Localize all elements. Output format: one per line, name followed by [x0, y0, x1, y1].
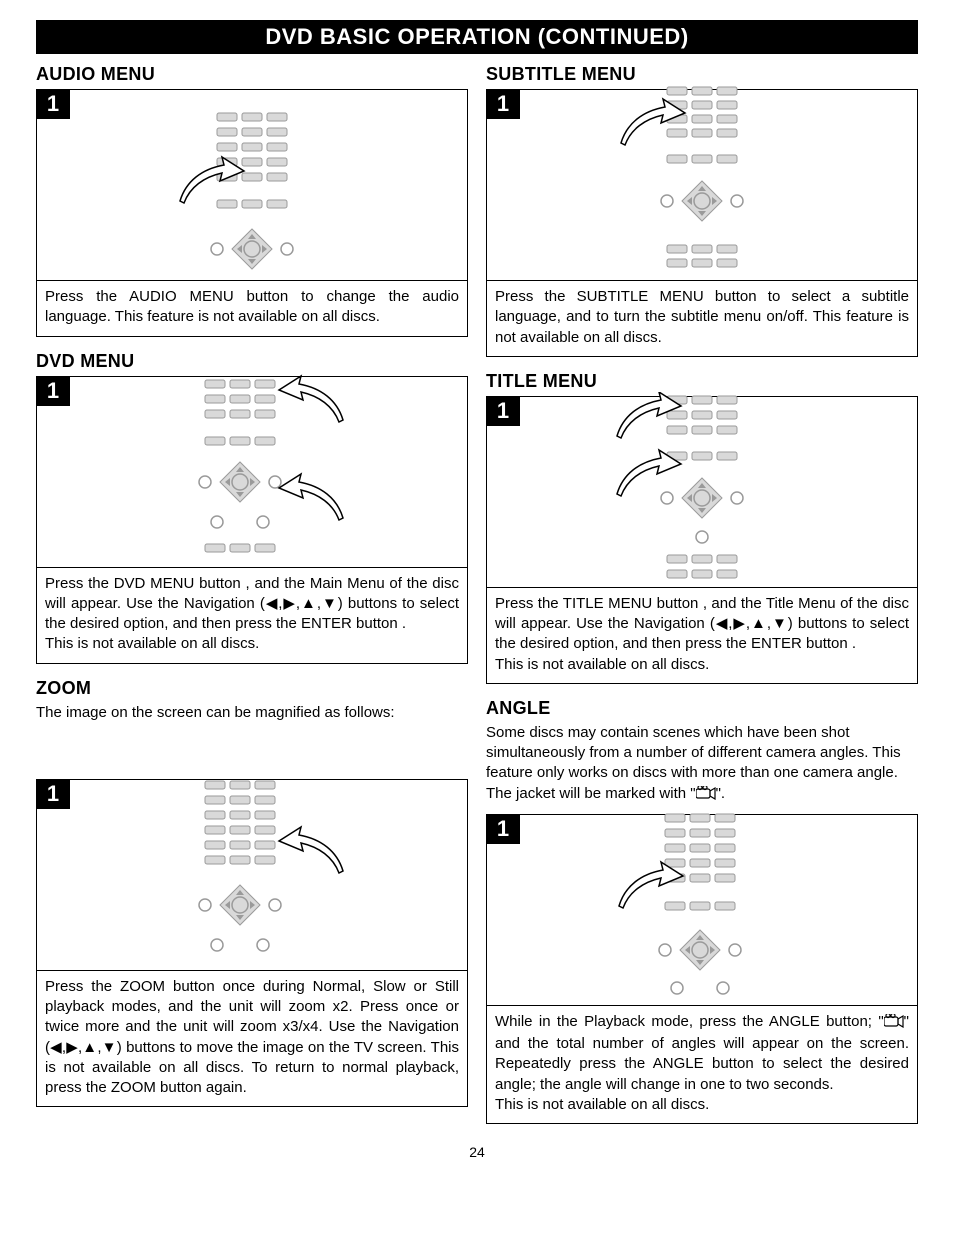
camera-icon — [884, 1014, 904, 1034]
section-dvd: DVD MENU 1 — [36, 351, 468, 664]
illustration-audio — [37, 90, 467, 280]
camera-icon — [696, 786, 716, 806]
step-number: 1 — [36, 779, 70, 809]
nav-glyphs: (◀,▶,▲,▼) — [260, 595, 343, 612]
heading-angle: ANGLE — [486, 698, 918, 719]
nav-glyphs: (◀,▶,▲,▼) — [710, 615, 793, 632]
illustration-angle — [487, 815, 917, 1005]
illustration-dvd — [37, 377, 467, 567]
caption-angle-c: This is not available on all discs. — [495, 1096, 709, 1113]
section-angle: ANGLE Some discs may contain scenes whic… — [486, 698, 918, 1124]
intro-angle-a: Some discs may contain scenes which have… — [486, 724, 901, 802]
content-columns: AUDIO MENU 1 Press the AUDIO MENU — [36, 64, 918, 1138]
step-number: 1 — [486, 814, 520, 844]
caption-dvd: Press the DVD MENU button , and the Main… — [37, 567, 467, 663]
caption-zoom: Press the ZOOM button once during Normal… — [37, 970, 467, 1107]
step-box-subtitle: 1 Press the SUBTITLE MENU button to — [486, 89, 918, 357]
step-box-zoom: 1 Press the — [36, 779, 468, 1108]
illustration-zoom — [37, 780, 467, 970]
heading-zoom: ZOOM — [36, 678, 468, 699]
step-number: 1 — [36, 89, 70, 119]
section-title: TITLE MENU 1 — [486, 371, 918, 684]
caption-audio: Press the AUDIO MENU button to change th… — [37, 280, 467, 336]
nav-glyphs: (◀,▶,▲,▼) — [45, 1039, 122, 1056]
caption-angle: While in the Playback mode, press the AN… — [487, 1005, 917, 1123]
heading-dvd: DVD MENU — [36, 351, 468, 372]
step-box-dvd: 1 Press the — [36, 376, 468, 664]
step-box-title: 1 Press the — [486, 396, 918, 684]
section-subtitle: SUBTITLE MENU 1 Pres — [486, 64, 918, 357]
section-zoom: ZOOM The image on the screen can be magn… — [36, 678, 468, 1108]
caption-subtitle: Press the SUBTITLE MENU button to select… — [487, 280, 917, 356]
intro-angle-b: ". — [716, 785, 726, 802]
caption-title: Press the TITLE MENU button , and the Ti… — [487, 587, 917, 683]
page-title-bar: DVD BASIC OPERATION (CONTINUED) — [36, 20, 918, 54]
step-box-angle: 1 While in — [486, 814, 918, 1124]
caption-title-c: This is not available on all discs. — [495, 656, 709, 673]
heading-title: TITLE MENU — [486, 371, 918, 392]
step-number: 1 — [486, 89, 520, 119]
intro-angle: Some discs may contain scenes which have… — [486, 723, 918, 806]
page-number: 24 — [36, 1144, 918, 1160]
caption-angle-a: While in the Playback mode, press the AN… — [495, 1013, 884, 1030]
illustration-title — [487, 397, 917, 587]
caption-dvd-c: This is not available on all discs. — [45, 635, 259, 652]
step-box-audio: 1 Press the AUDIO MENU button to change … — [36, 89, 468, 337]
step-number: 1 — [486, 396, 520, 426]
step-number: 1 — [36, 376, 70, 406]
section-audio: AUDIO MENU 1 Press the AUDIO MENU — [36, 64, 468, 337]
heading-audio: AUDIO MENU — [36, 64, 468, 85]
left-column: AUDIO MENU 1 Press the AUDIO MENU — [36, 64, 468, 1138]
right-column: SUBTITLE MENU 1 Pres — [486, 64, 918, 1138]
intro-zoom: The image on the screen can be magnified… — [36, 703, 468, 723]
heading-subtitle: SUBTITLE MENU — [486, 64, 918, 85]
illustration-subtitle — [487, 90, 917, 280]
caption-zoom-a: Press the ZOOM button once during Normal… — [45, 978, 459, 1036]
